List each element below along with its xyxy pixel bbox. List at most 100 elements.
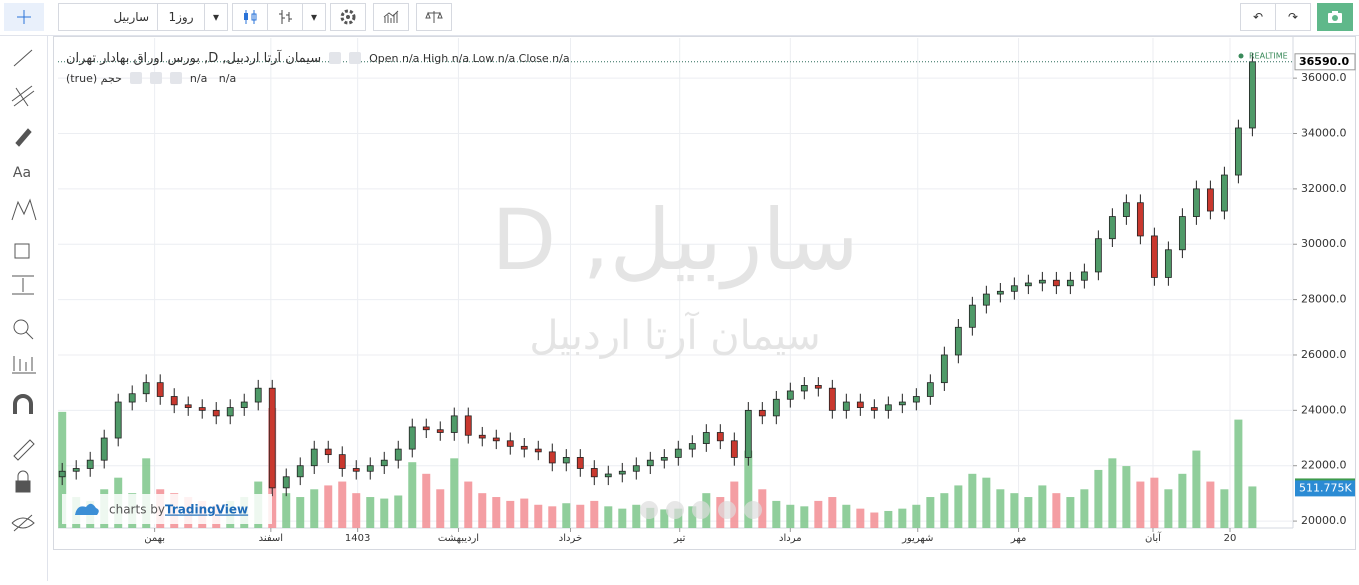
snapshot-button[interactable]: [1317, 3, 1353, 31]
nav-right[interactable]: [744, 501, 762, 519]
interval-dropdown[interactable]: ▾: [204, 3, 228, 31]
gear-icon: [340, 9, 356, 25]
text-tool[interactable]: Aa: [13, 165, 31, 181]
zoom-tool[interactable]: [13, 319, 29, 335]
volume-bar: [576, 504, 585, 528]
candle-body: [828, 387, 836, 411]
volume-bar: [744, 450, 753, 528]
volume-bar: [912, 504, 921, 528]
y-tick-label: 36000.0: [1301, 71, 1347, 84]
legend-icon[interactable]: [169, 72, 182, 84]
branding-prefix: charts by: [109, 503, 165, 517]
compare-button[interactable]: [267, 3, 303, 31]
volume-bar: [1220, 489, 1229, 528]
volume-bar: [590, 500, 599, 528]
crosshair-button[interactable]: [4, 3, 44, 31]
chart-style-button[interactable]: [232, 3, 268, 31]
volume-bar: [352, 493, 361, 528]
candle-body: [940, 354, 948, 384]
volume-bar: [604, 506, 613, 528]
legend-icon[interactable]: [129, 72, 142, 84]
candle-body: [1248, 61, 1256, 129]
candle-body: [800, 385, 808, 392]
compare-scale-button[interactable]: [416, 3, 452, 31]
candle-body: [716, 432, 724, 442]
interval-button[interactable]: 1روز: [157, 3, 205, 31]
y-tick-label: 34000.0: [1301, 127, 1347, 140]
ohlc-legend: Open n/a High n/a Low n/a Close n/a: [369, 51, 570, 65]
volume-bar: [660, 509, 669, 528]
branding: charts by TradingView: [62, 494, 272, 524]
candle-body: [338, 454, 346, 469]
x-tick-label: آبان: [1145, 531, 1162, 544]
bar-range-tool[interactable]: [12, 356, 36, 374]
y-tick-label: 26000.0: [1301, 348, 1347, 361]
volume-bar: [1150, 477, 1159, 528]
nav-reset[interactable]: [692, 501, 710, 519]
candle-body: [184, 404, 192, 408]
candle-body: [744, 409, 752, 458]
legend-icon[interactable]: [349, 52, 362, 64]
settings-button[interactable]: [330, 3, 366, 31]
style-dropdown[interactable]: ▾: [302, 3, 326, 31]
candle-body: [226, 407, 234, 417]
candle-body: [72, 468, 80, 472]
symbol-input[interactable]: ساربیل: [58, 3, 158, 31]
candle-body: [1206, 188, 1214, 212]
hide-tool[interactable]: [11, 514, 35, 532]
x-tick-label: 20: [1224, 533, 1237, 544]
legend-icon[interactable]: [149, 72, 162, 84]
candle-body: [436, 429, 444, 433]
volume-legend-name: حجم (true): [66, 71, 122, 85]
candle-icon: [244, 10, 257, 24]
volume-bar: [968, 473, 977, 528]
volume-bar: [562, 503, 571, 528]
candle-body: [1094, 238, 1102, 273]
candle-body: [1192, 188, 1200, 217]
measure-tool[interactable]: [12, 275, 34, 295]
volume-bar: [380, 498, 389, 528]
candle-body: [268, 387, 276, 489]
pattern-tool[interactable]: [11, 198, 37, 221]
candle-body: [1122, 202, 1130, 217]
candle-body: [520, 445, 528, 450]
volume-bar: [884, 510, 893, 528]
y-tick-label: 30000.0: [1301, 237, 1347, 250]
nav-left[interactable]: [640, 501, 658, 519]
candle-body: [86, 459, 94, 469]
stay-drawing-tool[interactable]: [13, 439, 35, 461]
nav-zoom-in[interactable]: [718, 501, 736, 519]
volume-bar: [870, 512, 879, 528]
last-price-label: 36590.0: [1299, 55, 1349, 68]
volume-bar: [786, 504, 795, 528]
indicators-button[interactable]: [373, 3, 409, 31]
pitchfork-tool[interactable]: [11, 85, 35, 107]
brush-tool[interactable]: [15, 128, 32, 147]
volume-bar: [296, 497, 305, 528]
magnet-tool[interactable]: [13, 394, 33, 414]
undo-button[interactable]: ↶: [1240, 3, 1276, 31]
chart: ساربیل, D سیمان آرتا اردبیل charts by Tr…: [53, 36, 1356, 550]
redo-button[interactable]: ↷: [1275, 3, 1311, 31]
volume-bar: [632, 504, 641, 528]
trend-line-tool[interactable]: [13, 49, 33, 67]
candle-body: [1234, 127, 1242, 176]
legend-icon[interactable]: [329, 52, 342, 64]
x-tick-label: 1403: [345, 533, 370, 544]
branding-name[interactable]: TradingView: [165, 503, 248, 517]
chart-title: سیمان آرتا اردبیل, D, بورس اوراق بهادار …: [66, 50, 322, 66]
lock-tool[interactable]: [15, 480, 31, 493]
volume-bar: [1052, 493, 1061, 528]
volume-bar: [926, 497, 935, 528]
candle-body: [632, 465, 640, 472]
candle-body: [1052, 279, 1060, 287]
nav-zoom-out[interactable]: [666, 501, 684, 519]
volume-bar: [422, 473, 431, 528]
top-toolbar: ساربیل 1روز ▾ ▾ ↶ ↷: [0, 0, 1359, 36]
shape-tool[interactable]: [14, 243, 30, 259]
chart-frame: [53, 36, 1356, 550]
y-tick-label: 20000.0: [1301, 514, 1347, 527]
legend: سیمان آرتا اردبیل, D, بورس اوراق بهادار …: [66, 48, 570, 88]
candle-body: [534, 448, 542, 453]
volume-bar: [1192, 450, 1201, 528]
